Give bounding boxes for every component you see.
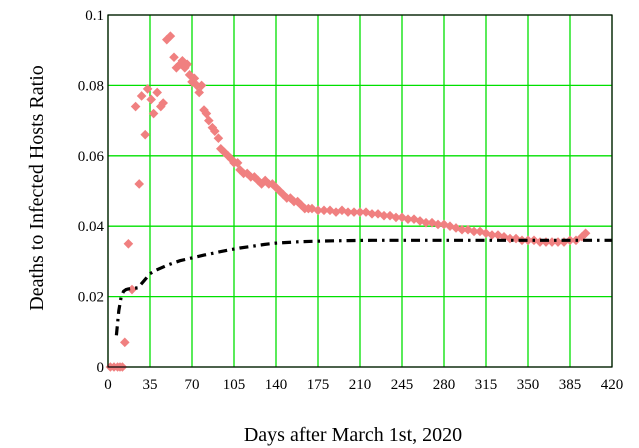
series-0-point bbox=[201, 108, 212, 119]
x-tick-label: 210 bbox=[349, 377, 372, 393]
series-0-point bbox=[158, 98, 168, 108]
y-tick-label: 0.1 bbox=[85, 8, 104, 24]
series-1-line bbox=[114, 238, 612, 336]
series-0-point bbox=[204, 115, 214, 126]
series-0-point bbox=[156, 101, 166, 112]
y-axis-label: Deaths to Infected Hosts Ratio bbox=[26, 65, 48, 311]
series-0-point bbox=[177, 55, 188, 66]
series-0-point bbox=[349, 207, 359, 217]
series-0-point bbox=[559, 237, 569, 247]
series-0-point bbox=[427, 217, 437, 228]
x-tick-label: 0 bbox=[104, 377, 112, 393]
series-0-point bbox=[162, 34, 172, 45]
series-0-point bbox=[403, 214, 413, 224]
series-0-point bbox=[256, 179, 267, 189]
series-0-point bbox=[182, 59, 192, 70]
series-0-point bbox=[457, 224, 467, 235]
series-0-point bbox=[355, 207, 365, 217]
series-0-point bbox=[547, 237, 557, 247]
series-0-point bbox=[397, 212, 407, 223]
series-0-point bbox=[433, 219, 443, 230]
series-0-point bbox=[249, 172, 260, 182]
y-tick-label: 0 bbox=[97, 360, 105, 376]
series-0-point bbox=[319, 205, 329, 216]
series-layer bbox=[105, 31, 612, 372]
series-0-point bbox=[142, 84, 153, 94]
series-0-point bbox=[469, 226, 479, 237]
series-0-point bbox=[553, 237, 563, 247]
series-0-point bbox=[152, 87, 162, 98]
x-tick-label: 315 bbox=[475, 377, 498, 393]
series-0-point bbox=[242, 168, 252, 179]
series-0-point bbox=[577, 231, 587, 242]
x-tick-label: 280 bbox=[433, 377, 456, 393]
series-0-point bbox=[123, 239, 134, 249]
series-0-point bbox=[216, 143, 226, 154]
series-0-point bbox=[278, 189, 288, 200]
series-0-point bbox=[511, 233, 521, 244]
series-0-point bbox=[130, 101, 141, 112]
series-0-point bbox=[136, 91, 147, 101]
y-tick-label: 0.06 bbox=[78, 149, 105, 165]
series-0-point bbox=[523, 235, 533, 246]
series-0-point bbox=[535, 237, 545, 247]
x-tick-label: 35 bbox=[143, 377, 158, 393]
plot-frame bbox=[107, 14, 613, 368]
x-tick-label: 70 bbox=[185, 377, 200, 393]
series-0-point bbox=[361, 207, 371, 217]
series-0-point bbox=[165, 31, 176, 41]
series-0-point bbox=[271, 182, 281, 193]
series-0-point bbox=[487, 230, 497, 240]
series-0-point bbox=[367, 209, 377, 219]
x-tick-label: 420 bbox=[601, 377, 624, 393]
y-tick-label: 0.08 bbox=[78, 78, 104, 94]
series-0-point bbox=[189, 73, 200, 84]
series-0-point bbox=[285, 193, 296, 203]
series-0-point bbox=[146, 94, 156, 105]
series-0-point bbox=[207, 122, 218, 133]
series-0-point bbox=[140, 129, 150, 140]
series-0-point bbox=[313, 205, 323, 216]
x-tick-label: 105 bbox=[223, 377, 246, 393]
series-0-point bbox=[210, 126, 220, 136]
series-0-point bbox=[499, 231, 509, 242]
series-0-point bbox=[194, 87, 204, 98]
x-axis-label: Days after March 1st, 2020 bbox=[244, 424, 462, 446]
series-0-point bbox=[134, 179, 144, 189]
series-0-point bbox=[391, 212, 401, 223]
series-0-point bbox=[445, 221, 455, 231]
y-tick-label: 0.04 bbox=[78, 219, 105, 235]
x-tick-label: 245 bbox=[391, 377, 414, 393]
series-0-point bbox=[505, 233, 515, 244]
series-0-point bbox=[213, 133, 224, 143]
series-0-point bbox=[120, 337, 130, 348]
series-0-point bbox=[192, 80, 202, 91]
x-tick-label: 350 bbox=[517, 377, 540, 393]
series-0-point bbox=[385, 210, 395, 221]
series-0-point bbox=[421, 217, 431, 228]
series-0-point bbox=[580, 228, 591, 239]
series-0-point bbox=[415, 216, 425, 226]
series-0-point bbox=[267, 179, 278, 189]
series-0-point bbox=[180, 63, 190, 73]
series-0-point bbox=[541, 237, 551, 247]
series-0-point bbox=[343, 207, 353, 217]
x-tick-label: 385 bbox=[559, 377, 582, 393]
series-0-point bbox=[196, 80, 207, 91]
x-tick-label: 175 bbox=[307, 377, 330, 393]
y-tick-label: 0.02 bbox=[78, 290, 104, 306]
series-0-point bbox=[169, 52, 179, 63]
x-tick-label: 140 bbox=[265, 377, 288, 393]
series-0-point bbox=[325, 205, 335, 216]
series-0-point bbox=[296, 200, 306, 210]
series-0-point bbox=[171, 63, 182, 73]
series-0-point bbox=[379, 210, 389, 221]
series-0-point bbox=[148, 108, 159, 119]
x-tick-labels: 0 35 70 105 140 175 210 245 280 315 350 385 420 bbox=[104, 377, 623, 393]
y-tick-labels: 0 0.02 0.04 0.06 0.08 0.1 bbox=[78, 8, 105, 376]
series-0-point bbox=[475, 226, 485, 237]
series-0-point bbox=[337, 205, 347, 216]
